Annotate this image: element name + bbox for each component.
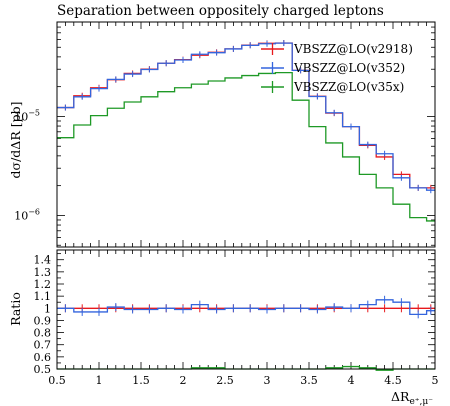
x-tick-label: 1.5 (132, 374, 150, 387)
x-tick-labels: 0.5 1 1.5 2 2.5 3 3.5 4 4.5 5 (48, 374, 438, 387)
chart-title: Separation between oppositely charged le… (57, 3, 384, 19)
series-2-histogram (57, 72, 435, 222)
series-1-ratio (57, 299, 435, 316)
legend-label: VBSZZ@LO(v352) (293, 61, 405, 75)
ratio-panel: 0.50.60.70.80.911.11.21.31.4 (34, 249, 436, 376)
legend-label: VBSZZ@LO(v35x) (293, 80, 404, 94)
ratio-series (57, 295, 435, 371)
x-tick-label: 2.5 (216, 374, 234, 387)
x-tick-label: 3.5 (300, 374, 318, 387)
x-tick-label: 4.5 (384, 374, 402, 387)
x-tick-label: 0.5 (48, 374, 66, 387)
y-tick-label: 10−6 (14, 207, 40, 222)
x-tick-label: 3 (264, 374, 271, 387)
ratio-panel-frame (56, 249, 436, 370)
ratio-tick-label: 0.8 (34, 327, 52, 340)
main-series (57, 40, 435, 222)
y-tick-label: 10−5 (14, 108, 40, 123)
x-tick-label: 2 (180, 374, 187, 387)
ratio-tick-label: 0.9 (34, 314, 52, 327)
x-axis-label: ΔRe⁺,μ⁻ (391, 389, 433, 406)
x-tick-label: 4 (348, 374, 355, 387)
main-panel-frame (56, 21, 436, 248)
x-tick-label: 1 (96, 374, 103, 387)
ratio-tick-label: 0.5 (34, 363, 52, 376)
ratio-tick-label: 1.2 (34, 278, 52, 291)
legend: VBSZZ@LO(v2918) VBSZZ@LO(v352) VBSZZ@LO(v3… (261, 42, 413, 94)
y-axis-label: dσ/dΔR [pb] (8, 102, 23, 179)
main-panel: 10−6 10−5 (14, 21, 436, 248)
legend-label: VBSZZ@LO(v2918) (293, 42, 413, 56)
series-2-ratio (57, 365, 435, 371)
x-tick-label: 5 (432, 374, 439, 387)
ratio-tick-label: 1.1 (34, 290, 52, 303)
ratio-tick-label: 0.6 (34, 351, 52, 364)
ratio-tick-label: 1 (44, 302, 51, 315)
ratio-ticks: 0.50.60.70.80.911.11.21.31.4 (34, 250, 436, 376)
ratio-tick-label: 1.4 (34, 254, 52, 267)
ratio-axis-label: Ratio (8, 292, 23, 326)
ratio-tick-label: 1.3 (34, 266, 52, 279)
ratio-tick-label: 0.7 (34, 339, 52, 352)
